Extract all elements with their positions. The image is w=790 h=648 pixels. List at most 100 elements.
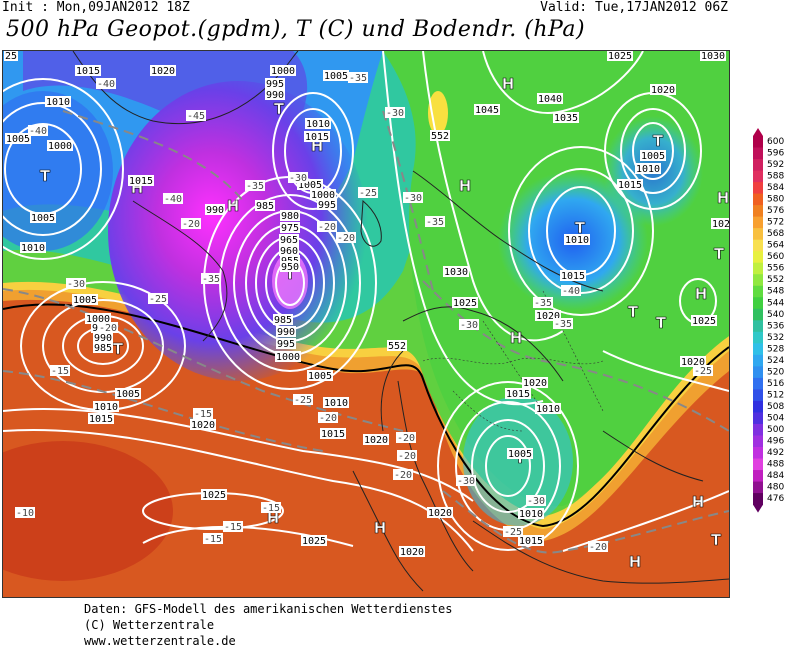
isobar-label: 1010 [94,402,118,413]
legend-value: 540 [767,310,784,320]
isobar-label: 1025 [453,298,477,309]
temperature-label: -25 [359,188,377,199]
legend-value: 584 [767,183,784,193]
isobar-label: 1015 [561,271,585,282]
footer-source: Daten: GFS-Modell des amerikanischen Wet… [84,602,453,616]
temperature-label: -30 [460,320,478,331]
isobar-label: 1025 [692,316,716,327]
isobar-label: 1005 [641,151,665,162]
temperature-label: -35 [202,274,220,285]
isobar-label: 975 [281,223,299,234]
isobar-label: 985 [94,343,112,354]
temperature-label: -25 [504,527,522,538]
legend-swatch [753,366,763,379]
isobar-label: 1040 [538,94,562,105]
legend-swatch [753,170,763,183]
temperature-label: -20 [182,219,200,230]
isobar-label: 990 [206,205,224,216]
temperature-label: -15 [51,366,69,377]
temperature-label: -20 [398,451,416,462]
high-pressure-label: H [629,553,642,571]
legend-value: 524 [767,356,784,366]
temperature-label: -30 [457,476,475,487]
temperature-label: -30 [404,193,422,204]
low-pressure-label: T [656,314,667,332]
temperature-label: -35 [246,181,264,192]
isobar-label: 995 [318,200,336,211]
legend-swatch [753,274,763,287]
legend-swatch [753,481,763,494]
temperature-label: -25 [149,294,167,305]
legend-value: 600 [767,137,784,147]
temperature-label: -30 [67,279,85,290]
footer-url[interactable]: www.wetterzentrale.de [84,634,236,648]
low-pressure-label: T [711,531,722,549]
legend-value: 536 [767,321,784,331]
legend-value: 548 [767,287,784,297]
map-title: 500 hPa Geopot.(gpdm), T (C) und Bodendr… [6,17,586,42]
isobar-label: 950 [281,262,299,273]
isobar-label: 990 [277,327,295,338]
legend-value: 588 [767,172,784,182]
isobar-label: 1045 [475,105,499,116]
isobar-label: 1005 [298,180,322,191]
color-legend: 600 596 592 588 584 580 576 572 568 564 560 556 552 5… [752,128,790,520]
legend-value: 580 [767,195,784,205]
isobar-label: 1005 [6,134,30,145]
isobar-label: 1015 [321,429,345,440]
legend-swatch [753,159,763,172]
isobar-label: 1020 [400,547,424,558]
isobar-label: 1000 [48,141,72,152]
legend-value: 532 [767,333,784,343]
geopotential-label: 552 [431,131,449,142]
temperature-label: -20 [337,233,355,244]
isobar-label: 1015 [129,176,153,187]
temperature-label: -25 [694,366,712,377]
temperature-label: -20 [589,542,607,553]
isobar-label: 1020 [523,378,547,389]
isobar-label: 1015 [506,389,530,400]
legend-value: 596 [767,149,784,159]
isobar-label: 1015 [618,180,642,191]
temperature-label: -25 [294,395,312,406]
legend-value: 496 [767,436,784,446]
legend-swatch [753,354,763,367]
temperature-label: -30 [289,173,307,184]
legend-swatch [753,228,763,241]
legend-swatch [753,423,763,436]
isobar-label: 1005 [324,71,348,82]
init-time: Init : Mon,09JAN2012 18Z [2,0,190,15]
legend-swatch [753,136,763,149]
temperature-label: -35 [534,298,552,309]
legend-value: 484 [767,471,784,481]
legend-value: 568 [767,229,784,239]
legend-value: 512 [767,390,784,400]
legend-swatch [753,377,763,390]
legend-value: 544 [767,298,784,308]
temperature-label: -20 [318,222,336,233]
legend-value: 552 [767,275,784,285]
isobar-label: 1010 [636,164,660,175]
temperature-label: -15 [194,409,212,420]
low-pressure-label: T [628,303,639,321]
isobar-label: 102 [712,219,729,230]
isobar-label: 1015 [519,536,543,547]
legend-value: 492 [767,448,784,458]
valid-time: Valid: Tue,17JAN2012 06Z [540,0,728,15]
temperature-label: -45 [187,111,205,122]
legend-value: 576 [767,206,784,216]
legend-value: 480 [767,483,784,493]
high-pressure-label: H [695,285,708,303]
temperature-label: -40 [29,126,47,137]
isobar-label: 1010 [536,404,560,415]
high-pressure-label: H [227,197,240,215]
isobar-label: 1025 [202,490,226,501]
isobar-label: 985 [274,315,292,326]
temperature-label: -15 [262,503,280,514]
isobar-label: 1015 [89,414,113,425]
low-pressure-label: T [285,265,296,283]
high-pressure-label: H [502,75,515,93]
legend-swatch [753,147,763,160]
isobar-label: 1000 [276,352,300,363]
